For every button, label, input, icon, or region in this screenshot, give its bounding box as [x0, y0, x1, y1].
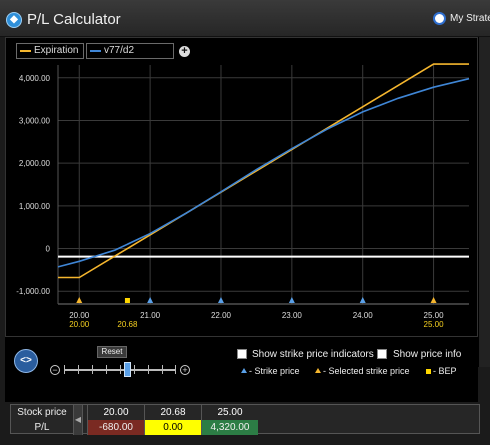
x-tick-label: 21.00: [140, 311, 161, 320]
bep-marker-icon: [426, 369, 431, 374]
expiration-swatch: [20, 50, 31, 52]
my-strategy-link[interactable]: My Strate: [450, 13, 490, 24]
x-tick-label: 24.00: [353, 311, 374, 320]
strike-marker-icon: [241, 368, 247, 373]
slider-tick: [162, 365, 163, 374]
price-info-label: Show price info: [393, 349, 462, 360]
x-tick-label: 20.00: [69, 311, 90, 320]
slider-tick: [148, 365, 149, 374]
selected-price-label: 20.68: [117, 320, 138, 329]
slider-tick: [64, 365, 65, 374]
legend-expiration-label: Expiration: [34, 45, 79, 56]
collapse-table-icon[interactable]: ◀: [73, 405, 83, 435]
window-title: P/L Calculator: [27, 11, 121, 28]
selected-strike-marker: [76, 297, 83, 303]
y-tick-label: 2,000.00: [19, 159, 51, 168]
strike-price-marker: [359, 297, 366, 303]
strike-price-marker: [147, 297, 154, 303]
key-selected: - Selected strike price: [315, 366, 410, 376]
v77-swatch: [90, 50, 101, 52]
y-tick-label: 3,000.00: [19, 116, 51, 125]
price-info-checkbox[interactable]: [377, 349, 387, 359]
title-bar: ◆ P/L Calculator My Strate: [0, 0, 490, 37]
scrollbar[interactable]: [478, 37, 490, 367]
my-strategy-icon[interactable]: [433, 12, 446, 25]
strike-indicators-checkbox[interactable]: [237, 349, 247, 359]
selected-strike-marker-icon: [315, 368, 321, 373]
series-line-v77: [57, 77, 470, 268]
zoom-out-icon[interactable]: −: [50, 365, 60, 375]
x-tick-label: 23.00: [282, 311, 303, 320]
key-selected-label: - Selected strike price: [323, 366, 410, 376]
key-bep: - BEP: [426, 366, 457, 376]
series-line-expiration: [58, 63, 469, 279]
chart-controls: <> Reset − + Show strike price indicator…: [5, 337, 478, 402]
strike-price-marker: [288, 297, 295, 303]
selected-price-label: 25.00: [424, 320, 445, 329]
y-tick-label: 1,000.00: [19, 202, 51, 211]
zoom-in-icon[interactable]: +: [180, 365, 190, 375]
stock-price-cell: 25.00: [201, 405, 258, 420]
slider-tick: [120, 365, 121, 374]
stock-price-cell: 20.68: [144, 405, 201, 420]
slider-tick: [175, 365, 176, 374]
legend-expiration[interactable]: Expiration: [16, 43, 84, 59]
y-tick-label: 4,000.00: [19, 74, 51, 83]
slider-tick: [106, 365, 107, 374]
pl-cell: 4,320.00: [201, 420, 258, 435]
key-bep-label: - BEP: [433, 366, 457, 376]
stock-price-cell: 20.00: [87, 405, 144, 420]
slider-tick: [78, 365, 79, 374]
legend-v77[interactable]: v77/d2: [86, 43, 174, 59]
pl-chart-panel: 4,000.00 3,000.00 2,000.00 1,000.00 0 -1,000.…: [5, 37, 478, 337]
add-series-button[interactable]: +: [179, 46, 190, 57]
bep-marker: [124, 298, 130, 303]
strike-indicators-label: Show strike price indicators: [252, 349, 374, 360]
x-tick-label: 25.00: [424, 311, 445, 320]
stock-price-header: Stock price: [17, 407, 67, 418]
key-strike: - Strike price: [241, 366, 300, 376]
key-strike-label: - Strike price: [249, 366, 300, 376]
zoom-slider-thumb[interactable]: [123, 362, 131, 377]
legend-v77-label: v77/d2: [104, 45, 135, 56]
strike-price-marker: [217, 297, 224, 303]
selected-strike-marker: [430, 297, 437, 303]
pl-chart: 4,000.00 3,000.00 2,000.00 1,000.00 0 -1,000.…: [16, 63, 470, 329]
calculator-app-icon: ◆: [6, 12, 22, 28]
reset-button[interactable]: Reset: [97, 346, 127, 358]
pl-header: P/L: [34, 422, 50, 433]
y-tick-label: -1,000.00: [16, 287, 50, 296]
y-tick-label: 0: [46, 245, 51, 254]
slider-tick: [134, 365, 135, 374]
pl-table: Stock price P/L ◀ 20.00 -680.00 20.68 0.…: [10, 404, 480, 435]
pl-cell: -680.00: [87, 420, 144, 435]
pl-cell: 0.00: [144, 420, 201, 435]
x-tick-label: 22.00: [211, 311, 232, 320]
pan-arrows-icon[interactable]: <>: [14, 349, 38, 373]
selected-price-label: 20.00: [69, 320, 90, 329]
slider-tick: [92, 365, 93, 374]
